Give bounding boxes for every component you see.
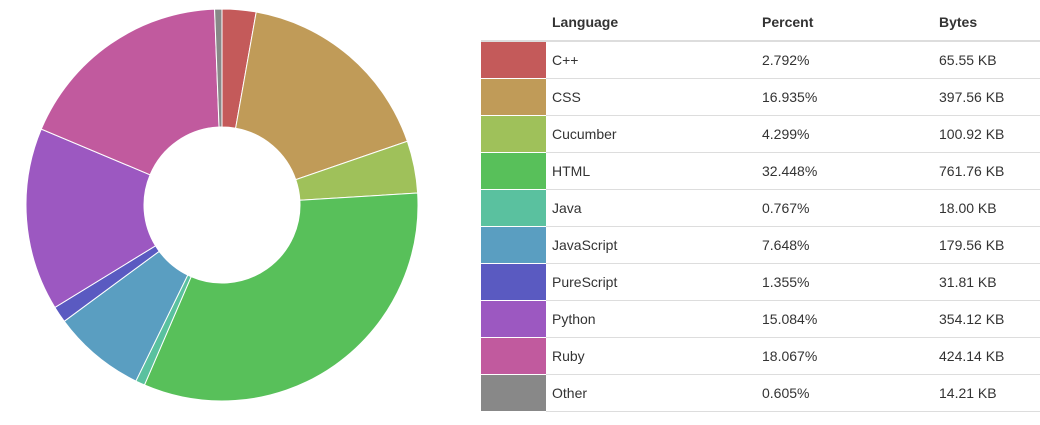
language-bytes: 31.81 KB — [933, 263, 1040, 301]
language-bytes: 18.00 KB — [933, 189, 1040, 227]
language-bytes: 397.56 KB — [933, 78, 1040, 116]
table-row: Other 0.605% 14.21 KB — [481, 374, 1040, 412]
language-percent: 15.084% — [756, 300, 933, 338]
language-name: Ruby — [546, 337, 756, 375]
color-swatch-cell — [481, 152, 546, 190]
color-swatch-cell — [481, 115, 546, 153]
donut-svg — [25, 8, 419, 402]
language-name: Other — [546, 374, 756, 412]
table-row: JavaScript 7.648% 179.56 KB — [481, 226, 1040, 264]
color-swatch — [481, 190, 546, 226]
color-swatch-cell — [481, 226, 546, 264]
color-swatch-cell — [481, 78, 546, 116]
language-percent: 16.935% — [756, 78, 933, 116]
slice-css — [235, 11, 408, 181]
color-swatch — [481, 375, 546, 411]
language-bytes: 354.12 KB — [933, 300, 1040, 338]
color-swatch — [481, 301, 546, 337]
slice-other — [214, 8, 223, 128]
language-name: Python — [546, 300, 756, 338]
language-bytes: 424.14 KB — [933, 337, 1040, 375]
color-swatch-cell — [481, 337, 546, 375]
color-swatch-cell — [481, 41, 546, 79]
table-row: PureScript 1.355% 31.81 KB — [481, 263, 1040, 301]
language-percent: 18.067% — [756, 337, 933, 375]
language-bytes: 100.92 KB — [933, 115, 1040, 153]
language-name: Cucumber — [546, 115, 756, 153]
table-header-row: Language Percent Bytes — [481, 4, 1040, 42]
table-row: Cucumber 4.299% 100.92 KB — [481, 115, 1040, 153]
table-row: C++ 2.792% 65.55 KB — [481, 41, 1040, 79]
table-row: Python 15.084% 354.12 KB — [481, 300, 1040, 338]
slice-ruby — [40, 8, 220, 176]
language-table: Language Percent Bytes C++ 2.792% 65.55 KB… — [481, 4, 1040, 412]
language-percent: 1.355% — [756, 263, 933, 301]
language-percent: 7.648% — [756, 226, 933, 264]
color-swatch — [481, 338, 546, 374]
color-swatch — [481, 116, 546, 152]
donut-chart — [0, 0, 450, 425]
language-bytes: 14.21 KB — [933, 374, 1040, 412]
slice-html — [143, 192, 419, 402]
language-name: HTML — [546, 152, 756, 190]
color-swatch-cell — [481, 374, 546, 412]
language-name: C++ — [546, 41, 756, 79]
language-percent: 0.605% — [756, 374, 933, 412]
color-swatch — [481, 42, 546, 78]
language-percent: 0.767% — [756, 189, 933, 227]
language-bytes: 761.76 KB — [933, 152, 1040, 190]
language-percent: 32.448% — [756, 152, 933, 190]
language-bytes: 65.55 KB — [933, 41, 1040, 79]
language-name: JavaScript — [546, 226, 756, 264]
table-row: CSS 16.935% 397.56 KB — [481, 78, 1040, 116]
header-language: Language — [546, 4, 756, 42]
language-bytes: 179.56 KB — [933, 226, 1040, 264]
color-swatch-cell — [481, 263, 546, 301]
language-name: CSS — [546, 78, 756, 116]
header-percent: Percent — [756, 4, 933, 42]
language-percent: 2.792% — [756, 41, 933, 79]
language-name: Java — [546, 189, 756, 227]
header-bytes: Bytes — [933, 4, 1040, 42]
table-row: Java 0.767% 18.00 KB — [481, 189, 1040, 227]
table-row: Ruby 18.067% 424.14 KB — [481, 337, 1040, 375]
table-body: C++ 2.792% 65.55 KB CSS 16.935% 397.56 KB Cucu… — [481, 41, 1040, 412]
color-swatch — [481, 227, 546, 263]
language-percent: 4.299% — [756, 115, 933, 153]
color-swatch — [481, 153, 546, 189]
table-row: HTML 32.448% 761.76 KB — [481, 152, 1040, 190]
color-swatch-cell — [481, 300, 546, 338]
color-swatch-cell — [481, 189, 546, 227]
header-swatch — [481, 4, 546, 42]
language-name: PureScript — [546, 263, 756, 301]
color-swatch — [481, 264, 546, 300]
color-swatch — [481, 79, 546, 115]
slice-python — [25, 128, 157, 309]
